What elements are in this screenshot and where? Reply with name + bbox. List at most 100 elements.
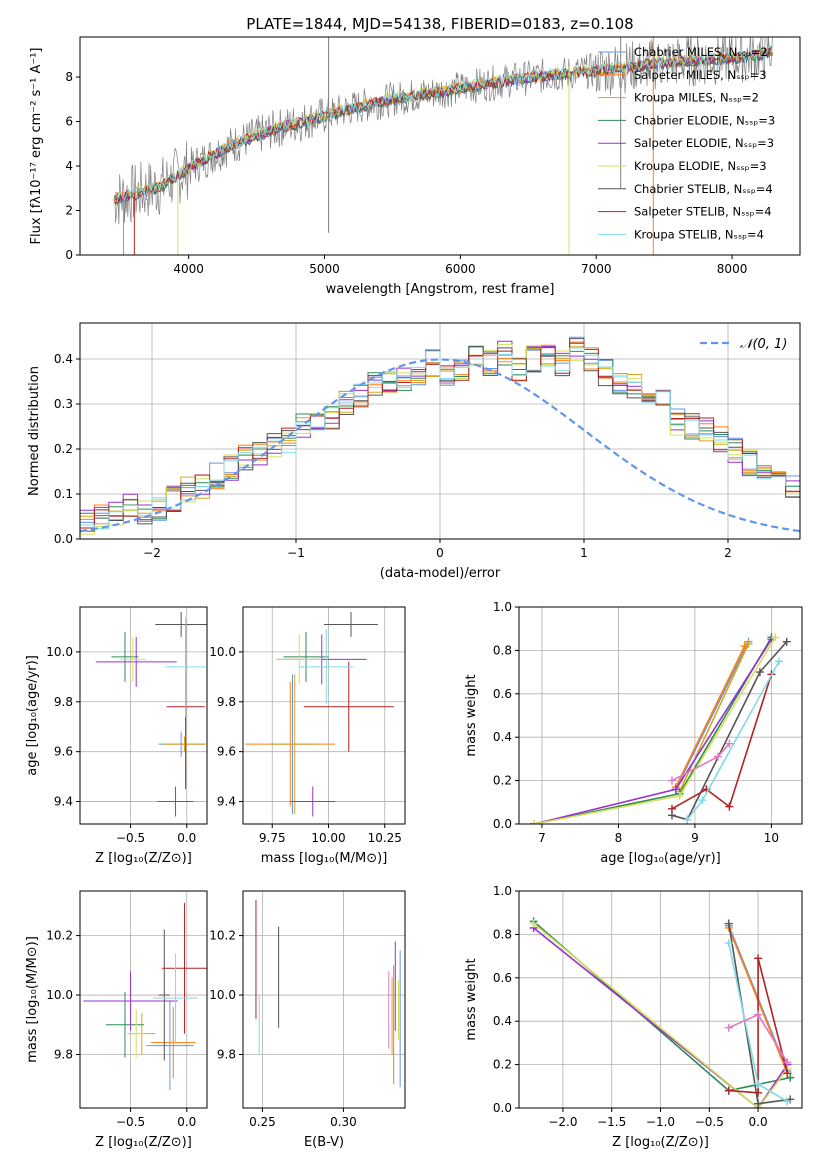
weight_vs_Z-plot-area — [529, 917, 795, 1108]
mass_vs_Z-plot-area — [83, 902, 207, 1091]
y-tick-label: 9.6 — [217, 745, 236, 759]
y-axis-label: Normed distribution — [27, 366, 42, 496]
weight_vs_age-panel: 7 8 9 10 0.0 0.2 0.4 0.6 0.8 1.0 age [log₁₀(age/yr… — [464, 600, 803, 866]
series-marker — [675, 791, 684, 800]
residual_hist-panel: −2 −1 0 1 2 0.0 0.1 0.2 0.3 0.4 (data-model)/error… — [27, 322, 801, 581]
x-axis-label: Z [log₁₀(Z/Z⊙)] — [95, 1135, 192, 1150]
series-line — [533, 927, 789, 1108]
errorbar-point — [303, 661, 394, 752]
series-marker — [786, 1073, 795, 1082]
series-marker — [667, 804, 676, 813]
x-axis-label: age [log₁₀(age/yr)] — [600, 851, 721, 866]
weight_vs_age-plot-area — [530, 633, 791, 824]
y-tick-label: 0.8 — [493, 643, 512, 657]
errorbar-point — [157, 786, 194, 817]
errorbar-point — [155, 611, 207, 637]
errorbar-point — [158, 929, 170, 1061]
legend: Chabrier MILES, Nₛₛₚ=2 Salpeter MILES, Nₛ… — [598, 45, 775, 241]
series-marker — [783, 1058, 792, 1067]
errorbar-point — [111, 631, 139, 682]
y-tick-label: 0.8 — [493, 927, 512, 941]
series-marker — [724, 1086, 733, 1095]
x-tick-label: 0.30 — [330, 1115, 357, 1129]
series-marker — [724, 1023, 733, 1032]
normal-distribution-curve — [80, 358, 800, 533]
y-axis-label: mass weight — [464, 674, 479, 756]
y-tick-label: 10.0 — [209, 988, 236, 1002]
y-axis-label: mass weight — [464, 958, 479, 1040]
series-marker — [755, 668, 764, 677]
errorbar-point — [164, 736, 205, 752]
histogram-series — [80, 336, 800, 523]
y-tick-label: 9.8 — [54, 1047, 73, 1061]
series-marker — [725, 802, 734, 811]
x-tick-label: −0.5 — [116, 1115, 145, 1129]
y-tick-label: 1.0 — [493, 600, 512, 614]
x-tick-label: 8000 — [717, 262, 748, 276]
series-line — [728, 958, 789, 1094]
y-tick-label: 6 — [65, 115, 73, 129]
mass_vs_Z-panel: −0.5 0.0 9.8 10.0 10.2 Z [log₁₀(Z/Z⊙)] mass [l… — [25, 890, 208, 1150]
x-tick-label: 9 — [691, 831, 699, 845]
errorbar-point — [119, 636, 147, 682]
legend-entry: Kroupa STELIB, Nₛₛₚ=4 — [634, 227, 764, 241]
legend-entry: Kroupa MILES, Nₛₛₚ=2 — [634, 91, 759, 105]
legend-entry: Salpeter MILES, Nₛₛₚ=3 — [634, 68, 767, 82]
y-tick-label: 2 — [65, 204, 73, 218]
x-tick-label: −2 — [143, 546, 161, 560]
age_vs_mass-panel: 9.75 10.00 10.25 9.4 9.6 9.8 10.0 mass [log₁₀(M… — [209, 606, 406, 866]
spectrum-panel: 4000 5000 6000 7000 8000 0 2 4 6 8 wavelength [Ang… — [29, 36, 801, 297]
age_vs_Z-plot-area — [95, 611, 207, 817]
series-line — [675, 641, 750, 790]
series-marker — [754, 954, 763, 963]
errorbar-point — [290, 786, 336, 817]
figure-title: PLATE=1844, MJD=54138, FIBERID=0183, z=0… — [246, 15, 633, 33]
legend-entry: 𝒩(0, 1) — [740, 337, 787, 352]
x-tick-label: 10.00 — [311, 831, 345, 845]
x-tick-label: 10 — [764, 831, 779, 845]
series-marker — [698, 796, 707, 805]
histogram-series — [80, 347, 800, 530]
series-line — [671, 674, 773, 810]
x-tick-label: 2 — [724, 546, 732, 560]
spectrum-plot-area — [113, 37, 773, 255]
mass_vs_ebv-panel: 0.25 0.30 9.8 10.0 10.2 E(B-V) — [209, 890, 406, 1150]
errorbar-point — [324, 611, 378, 637]
y-tick-label: 0.2 — [493, 1058, 512, 1072]
series-marker — [744, 639, 753, 648]
x-tick-label: −1.0 — [646, 1115, 675, 1129]
legend-entry: Salpeter ELODIE, Nₛₛₚ=3 — [634, 136, 774, 150]
series-marker — [754, 1088, 763, 1097]
x-tick-label: 6000 — [445, 262, 476, 276]
y-tick-label: 0.0 — [54, 532, 73, 546]
series-marker — [667, 776, 676, 785]
errorbar-point — [283, 631, 329, 682]
x-axis-label: E(B-V) — [304, 1135, 344, 1150]
age_vs_mass-plot-area — [245, 611, 394, 817]
x-axis-label: (data-model)/error — [380, 566, 501, 581]
y-tick-label: 9.8 — [217, 695, 236, 709]
series-marker — [725, 739, 734, 748]
series-line — [671, 641, 788, 821]
weight_vs_Z-panel: −2.0 −1.5 −1.0 −0.5 0.0 0.0 0.2 0.4 0.6 0.8 1.0 Z [… — [464, 884, 803, 1150]
series-marker — [782, 637, 791, 646]
y-tick-label: 10.0 — [46, 645, 73, 659]
x-tick-label: 0.0 — [177, 831, 196, 845]
series-line — [533, 922, 789, 1108]
y-tick-label: 9.6 — [54, 745, 73, 759]
y-tick-label: 0 — [65, 248, 73, 262]
x-axis-label: Z [log₁₀(Z/Z⊙)] — [95, 851, 192, 866]
series-marker — [529, 919, 538, 928]
y-tick-label: 4 — [65, 159, 73, 173]
axes-frame — [79, 606, 208, 825]
x-axis-label: wavelength [Angstrom, rest frame] — [326, 282, 555, 297]
y-tick-label: 10.2 — [46, 929, 73, 943]
series-marker — [754, 1080, 763, 1089]
axes-frame — [242, 606, 406, 825]
errorbar-point — [127, 1009, 146, 1058]
y-axis-label: age [log₁₀(age/yr)] — [25, 655, 40, 776]
x-tick-label: 7000 — [581, 262, 612, 276]
series-marker — [683, 815, 692, 824]
y-tick-label: 10.0 — [209, 645, 236, 659]
